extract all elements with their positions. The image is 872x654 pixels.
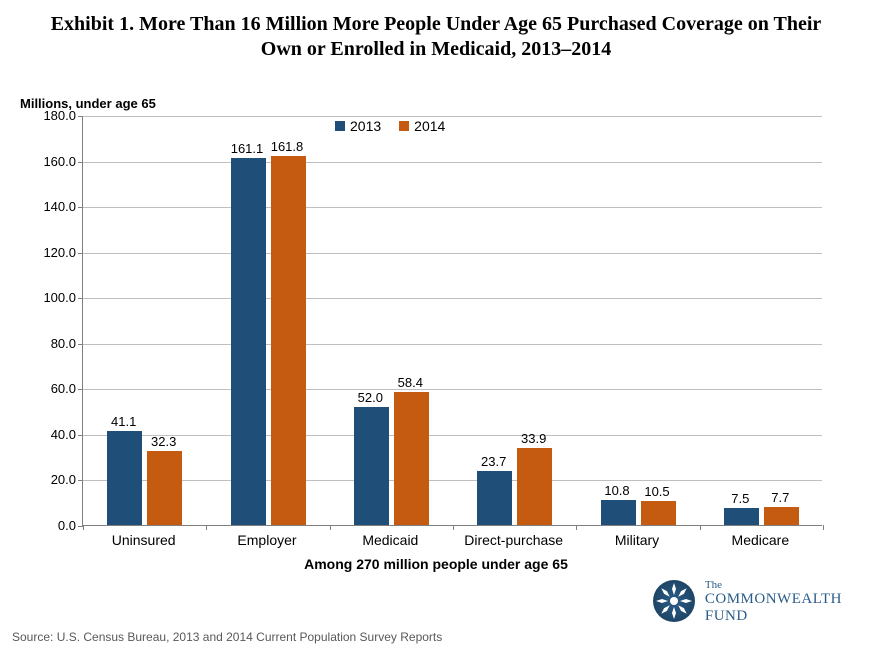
logo-line2: COMMONWEALTH — [705, 591, 842, 608]
bar — [641, 501, 676, 525]
data-label: 33.9 — [521, 431, 546, 446]
bar — [354, 407, 389, 525]
bar — [517, 448, 552, 525]
grid-line — [83, 344, 822, 345]
data-label: 41.1 — [111, 414, 136, 429]
legend-swatch-icon — [399, 121, 409, 131]
data-label: 161.8 — [271, 139, 304, 154]
data-label: 10.5 — [644, 484, 669, 499]
y-tick-label: 180.0 — [26, 108, 76, 123]
data-label: 7.7 — [771, 490, 789, 505]
bar — [231, 158, 266, 525]
bar — [601, 500, 636, 525]
legend-label: 2014 — [414, 118, 445, 134]
bar — [271, 156, 306, 525]
bar — [107, 431, 142, 525]
y-tick-label: 40.0 — [26, 427, 76, 442]
logo-mark-icon — [653, 580, 695, 622]
grid-line — [83, 207, 822, 208]
bar — [477, 471, 512, 525]
chart-title: Exhibit 1. More Than 16 Million More Peo… — [0, 0, 872, 62]
x-category-label: Direct-purchase — [464, 532, 563, 548]
legend-item-2014: 2014 — [399, 118, 445, 134]
x-category-label: Military — [615, 532, 659, 548]
data-label: 23.7 — [481, 454, 506, 469]
grid-line — [83, 116, 822, 117]
bar — [724, 508, 759, 525]
bar — [394, 392, 429, 525]
x-category-label: Employer — [237, 532, 296, 548]
bar — [147, 451, 182, 525]
y-tick-label: 100.0 — [26, 290, 76, 305]
grid-line — [83, 298, 822, 299]
data-label: 10.8 — [604, 483, 629, 498]
chart-plot-area — [82, 116, 822, 526]
source-text: Source: U.S. Census Bureau, 2013 and 201… — [12, 630, 442, 644]
y-tick-label: 120.0 — [26, 245, 76, 260]
legend-swatch-icon — [335, 121, 345, 131]
legend: 2013 2014 — [335, 118, 445, 134]
commonwealth-fund-logo: The COMMONWEALTH FUND — [653, 579, 842, 624]
data-label: 7.5 — [731, 491, 749, 506]
data-label: 52.0 — [358, 390, 383, 405]
y-tick-label: 80.0 — [26, 336, 76, 351]
bar — [764, 507, 799, 525]
grid-line — [83, 389, 822, 390]
y-tick-label: 0.0 — [26, 518, 76, 533]
data-label: 32.3 — [151, 434, 176, 449]
logo-text: The COMMONWEALTH FUND — [705, 579, 842, 624]
data-label: 161.1 — [231, 141, 264, 156]
legend-item-2013: 2013 — [335, 118, 381, 134]
grid-line — [83, 253, 822, 254]
grid-line — [83, 162, 822, 163]
x-category-label: Medicaid — [362, 532, 418, 548]
y-tick-label: 20.0 — [26, 472, 76, 487]
x-category-label: Medicare — [732, 532, 790, 548]
logo-line1: The — [705, 579, 842, 591]
logo-line3: FUND — [705, 608, 842, 625]
legend-label: 2013 — [350, 118, 381, 134]
x-category-label: Uninsured — [112, 532, 176, 548]
y-tick-label: 60.0 — [26, 381, 76, 396]
x-axis-title: Among 270 million people under age 65 — [0, 556, 872, 572]
y-tick-label: 140.0 — [26, 199, 76, 214]
grid-line — [83, 435, 822, 436]
y-tick-label: 160.0 — [26, 154, 76, 169]
grid-line — [83, 480, 822, 481]
data-label: 58.4 — [398, 375, 423, 390]
